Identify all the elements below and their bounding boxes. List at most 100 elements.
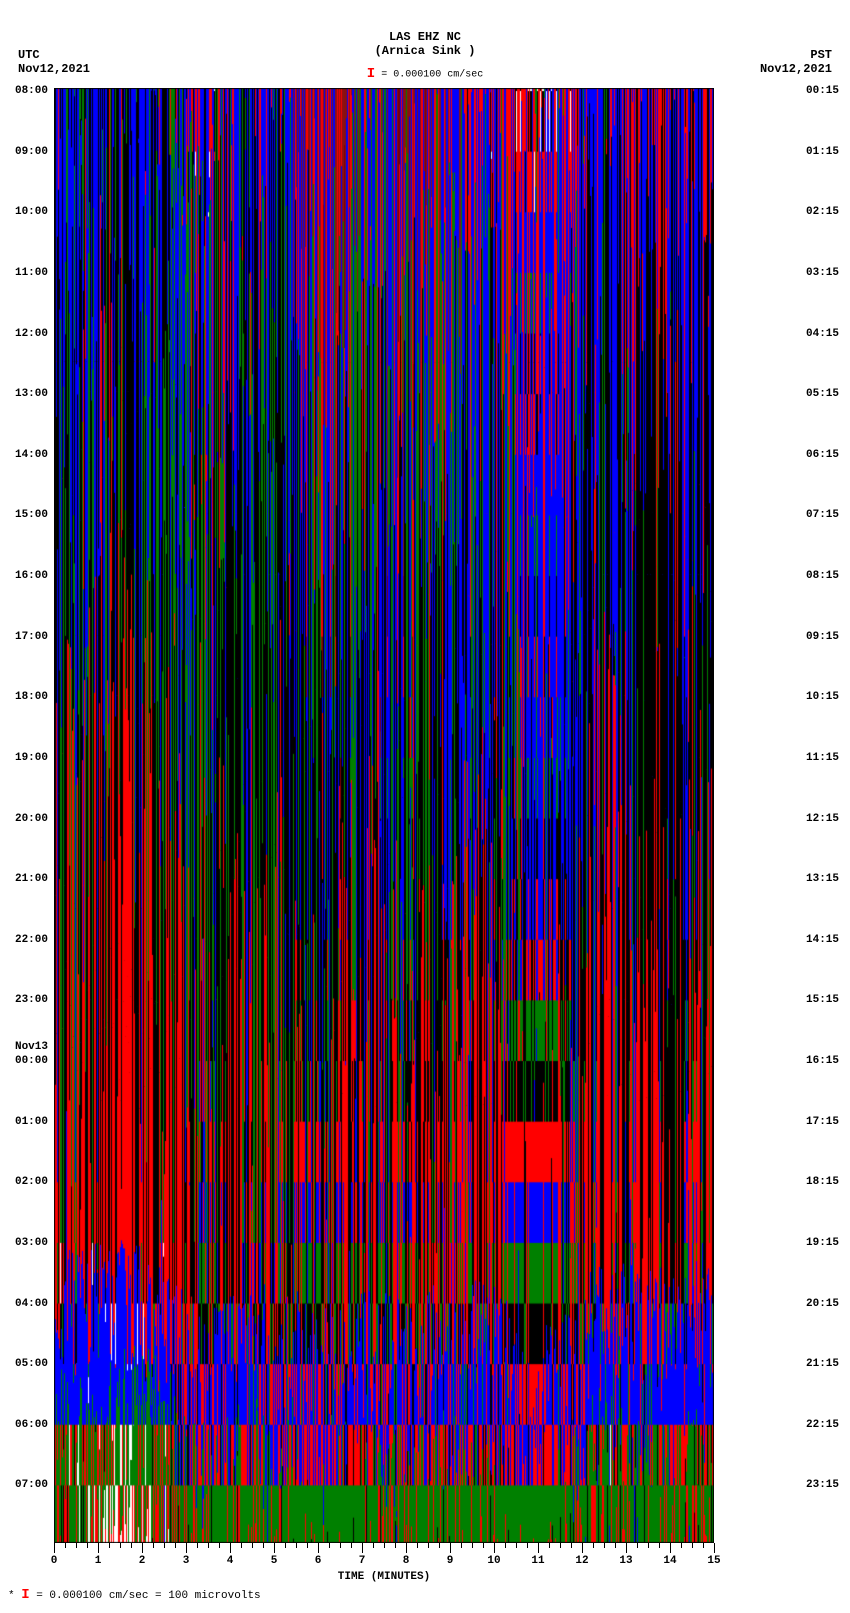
y-tick-right: 04:15: [806, 328, 839, 340]
y-tick-right: 21:15: [806, 1358, 839, 1370]
y-tick-left: 00:00: [15, 1055, 48, 1067]
y-tick-left: 09:00: [15, 146, 48, 158]
x-tick-minor: [340, 1543, 341, 1548]
header: UTC Nov12,2021 PST Nov12,2021 LAS EHZ NC…: [0, 0, 850, 85]
y-tick-right: 15:15: [806, 994, 839, 1006]
x-tick-label: 2: [139, 1555, 146, 1567]
x-tick-major: [450, 1543, 451, 1553]
x-tick-minor: [681, 1543, 682, 1548]
x-tick-major: [98, 1543, 99, 1553]
x-tick-major: [142, 1543, 143, 1553]
x-tick-minor: [285, 1543, 286, 1548]
y-tick-left: 23:00: [15, 994, 48, 1006]
y-tick-right: 20:15: [806, 1298, 839, 1310]
x-tick-minor: [131, 1543, 132, 1548]
y-tick-left: 02:00: [15, 1176, 48, 1188]
x-tick-label: 5: [271, 1555, 278, 1567]
footer-scale: * I = 0.000100 cm/sec = 100 microvolts: [8, 1587, 261, 1603]
x-tick-minor: [417, 1543, 418, 1548]
y-tick-left: 05:00: [15, 1358, 48, 1370]
x-tick-major: [626, 1543, 627, 1553]
x-tick-major: [582, 1543, 583, 1553]
y-tick-right: 02:15: [806, 206, 839, 218]
x-tick-minor: [505, 1543, 506, 1548]
x-tick-minor: [593, 1543, 594, 1548]
y-tick-right: 17:15: [806, 1116, 839, 1128]
x-axis-title: TIME (MINUTES): [54, 1571, 714, 1583]
scale-note: I = 0.000100 cm/sec: [0, 66, 850, 82]
y-tick-left: 22:00: [15, 934, 48, 946]
x-tick-minor: [76, 1543, 77, 1548]
scale-bar-icon: I: [367, 66, 375, 82]
y-tick-right: 00:15: [806, 85, 839, 97]
footer-value: = 0.000100 cm/sec = 100 microvolts: [30, 1590, 261, 1602]
x-tick-major: [54, 1543, 55, 1553]
x-tick-label: 15: [707, 1555, 720, 1567]
station-name: (Arnica Sink ): [0, 44, 850, 58]
x-tick-minor: [483, 1543, 484, 1548]
y-tick-left: 17:00: [15, 631, 48, 643]
x-tick-minor: [516, 1543, 517, 1548]
x-tick-major: [318, 1543, 319, 1553]
x-tick-label: 12: [575, 1555, 588, 1567]
x-tick-minor: [428, 1543, 429, 1548]
x-tick-minor: [648, 1543, 649, 1548]
x-tick-minor: [153, 1543, 154, 1548]
y-tick-left: 15:00: [15, 509, 48, 521]
x-tick-minor: [571, 1543, 572, 1548]
x-tick-label: 7: [359, 1555, 366, 1567]
y-tick-right: 10:15: [806, 691, 839, 703]
x-tick-minor: [604, 1543, 605, 1548]
y-tick-left: 11:00: [15, 267, 48, 279]
y-tick-left: 21:00: [15, 873, 48, 885]
x-tick-minor: [549, 1543, 550, 1548]
helicorder-canvas: [54, 88, 714, 1543]
x-tick-label: 10: [487, 1555, 500, 1567]
x-tick-major: [230, 1543, 231, 1553]
x-tick-minor: [703, 1543, 704, 1548]
x-tick-label: 1: [95, 1555, 102, 1567]
x-tick-label: 3: [183, 1555, 190, 1567]
second-date-marker: Nov13: [15, 1041, 48, 1053]
x-tick-minor: [87, 1543, 88, 1548]
y-tick-left: 03:00: [15, 1237, 48, 1249]
footer-prefix: *: [8, 1590, 15, 1602]
plot-area: [54, 88, 714, 1543]
y-tick-right: 16:15: [806, 1055, 839, 1067]
x-tick-major: [274, 1543, 275, 1553]
x-tick-minor: [472, 1543, 473, 1548]
x-tick-minor: [296, 1543, 297, 1548]
x-tick-minor: [692, 1543, 693, 1548]
y-tick-right: 22:15: [806, 1419, 839, 1431]
x-tick-minor: [208, 1543, 209, 1548]
y-tick-left: 10:00: [15, 206, 48, 218]
x-tick-major: [538, 1543, 539, 1553]
y-tick-right: 01:15: [806, 146, 839, 158]
x-tick-minor: [219, 1543, 220, 1548]
y-tick-right: 13:15: [806, 873, 839, 885]
x-tick-minor: [241, 1543, 242, 1548]
x-tick-minor: [659, 1543, 660, 1548]
x-tick-major: [362, 1543, 363, 1553]
y-tick-right: 03:15: [806, 267, 839, 279]
x-tick-minor: [120, 1543, 121, 1548]
x-tick-major: [406, 1543, 407, 1553]
x-tick-minor: [307, 1543, 308, 1548]
y-tick-left: 20:00: [15, 813, 48, 825]
x-tick-minor: [395, 1543, 396, 1548]
y-tick-left: 13:00: [15, 388, 48, 400]
x-tick-major: [186, 1543, 187, 1553]
x-tick-minor: [527, 1543, 528, 1548]
x-tick-minor: [197, 1543, 198, 1548]
x-axis: TIME (MINUTES) 0123456789101112131415: [54, 1543, 714, 1573]
x-tick-major: [714, 1543, 715, 1553]
x-tick-minor: [351, 1543, 352, 1548]
y-tick-right: 12:15: [806, 813, 839, 825]
x-tick-label: 9: [447, 1555, 454, 1567]
x-tick-minor: [175, 1543, 176, 1548]
y-tick-right: 06:15: [806, 449, 839, 461]
x-tick-minor: [65, 1543, 66, 1548]
y-tick-right: 07:15: [806, 509, 839, 521]
scale-value: = 0.000100 cm/sec: [375, 70, 483, 81]
x-tick-label: 14: [663, 1555, 676, 1567]
